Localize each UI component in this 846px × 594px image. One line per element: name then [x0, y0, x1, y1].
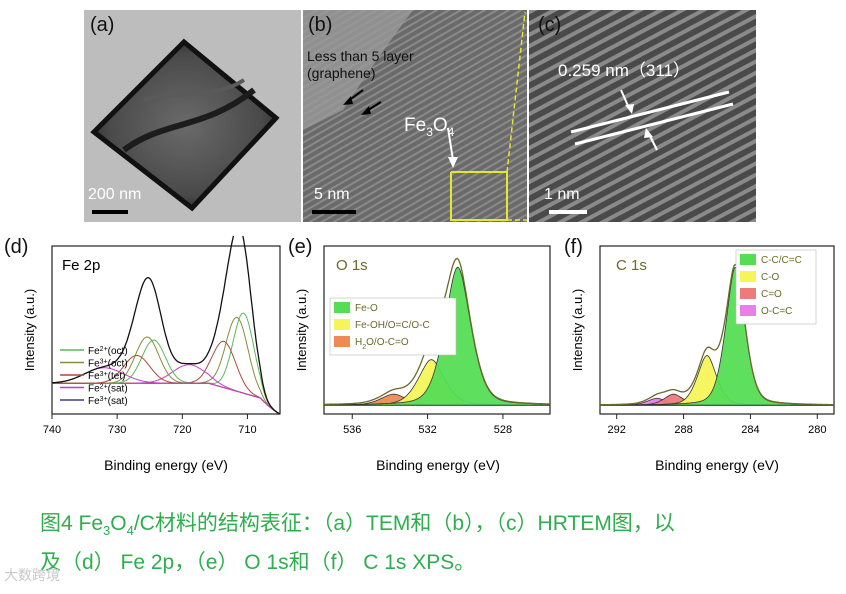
- fe-component-curve: [52, 316, 280, 414]
- legend-label: Fe3+(oct): [88, 358, 128, 370]
- chart-e-curves: [323, 257, 551, 406]
- scale-bar-c: [549, 210, 587, 214]
- x-tick-label: 536: [343, 424, 361, 436]
- x-tick-label: 532: [418, 424, 436, 436]
- scale-bar-a: [92, 210, 128, 214]
- figure-caption: 图4 Fe3O4/C材料的结构表征：（a）TEM和（b），（c）HRTEM图，以…: [40, 508, 840, 579]
- chart-f-x-ticks: 292 288 284 280: [608, 414, 826, 436]
- x-tick-label: 284: [741, 424, 759, 436]
- legend-label: C=O: [761, 289, 782, 300]
- x-tick-label: 528: [494, 424, 512, 436]
- chart-d-title: Fe 2p: [62, 257, 100, 274]
- tem-image-c: [529, 10, 756, 222]
- fe-component-curve: [52, 340, 280, 414]
- panel-label-a: (a): [90, 14, 115, 36]
- chart-e-frame: [323, 245, 551, 415]
- envelope-curve: [600, 263, 834, 406]
- chart-d-legend: Fe2+(oct)Fe3+(oct)Fe3+(tet)Fe2+(sat)Fe3+…: [60, 346, 128, 408]
- panel-label-f: (f): [564, 236, 583, 258]
- graphene-note-line2: (graphene): [307, 65, 376, 81]
- graphene-note-line1: Less than 5 layer: [307, 48, 414, 64]
- fe-component-curve: [52, 312, 280, 414]
- watermark: 大数跨境: [4, 567, 60, 583]
- chart-d-ylabel: Intensity (a.u.): [22, 289, 37, 371]
- panel-label-c: (c): [538, 14, 562, 36]
- chart-e-title: O 1s: [336, 257, 368, 274]
- legend-label: C-C/C=C: [761, 255, 802, 266]
- tem-image-b: [303, 10, 527, 222]
- fe-component-curve: [52, 336, 280, 414]
- legend-swatch: [740, 271, 756, 282]
- chart-e-xlabel: Binding energy (eV): [376, 457, 500, 473]
- legend-swatch: [740, 254, 756, 265]
- chart-d-curves: [51, 236, 281, 415]
- legend-label: Fe-O: [355, 303, 378, 314]
- tem-c-graphic: [529, 10, 756, 222]
- legend-label: Fe2+(oct): [88, 346, 128, 358]
- panel-label-e: (e): [288, 236, 313, 258]
- scale-text-b: 5 nm: [314, 186, 350, 203]
- chart-f-xlabel: Binding energy (eV): [655, 457, 779, 473]
- chart-f-title: C 1s: [616, 257, 647, 274]
- legend-swatch: [334, 302, 350, 313]
- x-tick-label: 710: [238, 424, 256, 436]
- fe3o4-label: Fe3O4: [404, 115, 455, 139]
- chart-e-x-ticks: 536 532 528: [343, 414, 512, 436]
- chart-o1s: 536 532 528 Fe-O Fe-OH/O=C/O-C H2O/O-C=O O 1…: [294, 245, 551, 473]
- chart-d-xlabel: Binding energy (eV): [104, 457, 228, 473]
- legend-swatch: [334, 336, 350, 347]
- chart-f-curves: [599, 263, 835, 406]
- chart-e-legend: Fe-O Fe-OH/O=C/O-C H2O/O-C=O: [329, 297, 457, 356]
- legend-label: C-O: [761, 272, 780, 283]
- tem-image-a: [84, 10, 301, 222]
- scale-text-a: 200 nm: [88, 186, 142, 203]
- x-tick-label: 280: [808, 424, 826, 436]
- panel-label-d: (d): [4, 236, 29, 258]
- legend-label: Fe3+(tet): [88, 371, 125, 383]
- chart-d-frame: [51, 245, 281, 415]
- x-tick-label: 288: [674, 424, 692, 436]
- lattice-spacing-label: 0.259 nm（311）: [558, 61, 690, 80]
- chart-fe2p: 740 730 720 710 Fe2+(oct)Fe3+(oct)Fe3+(tet)…: [22, 236, 281, 473]
- caption-line2: 及（d） Fe 2p，（e） O 1s和（f） C 1s XPS。: [40, 551, 476, 575]
- legend-swatch: [740, 288, 756, 299]
- chart-c1s: 292 288 284 280 C-C/C=C C-O C=O O-C=C C 1s Bin…: [570, 245, 835, 473]
- legend-label: O-C=C: [761, 306, 792, 317]
- legend-label: Fe-OH/O=C/O-C: [355, 320, 430, 331]
- chart-f-ylabel: Intensity (a.u.): [570, 289, 585, 371]
- caption-line1: 图4 Fe3O4/C材料的结构表征：（a）TEM和（b），（c）HRTEM图，以: [40, 512, 675, 539]
- legend-label: H2O/O-C=O: [355, 337, 409, 351]
- legend-swatch: [740, 305, 756, 316]
- tem-a-graphic: [84, 10, 301, 222]
- panel-label-b: (b): [308, 14, 333, 36]
- graphene-note: Less than 5 layer (graphene): [307, 48, 414, 82]
- legend-box: [329, 297, 457, 356]
- scale-text-c: 1 nm: [544, 186, 580, 203]
- x-tick-label: 292: [608, 424, 626, 436]
- tem-b-graphic: [303, 10, 527, 222]
- x-tick-label: 720: [173, 424, 191, 436]
- chart-f-frame: [599, 245, 835, 415]
- x-tick-label: 740: [43, 424, 61, 436]
- legend-label: Fe2+(sat): [88, 383, 128, 395]
- x-tick-label: 730: [108, 424, 126, 436]
- legend-label: Fe3+(sat): [88, 396, 128, 408]
- fe-component-curve: [52, 355, 280, 414]
- chart-d-x-ticks: 740 730 720 710: [43, 414, 257, 436]
- fe-component-curve: [51, 367, 280, 414]
- fe-component-curve: [52, 364, 280, 414]
- scale-bar-b: [312, 210, 356, 214]
- fe-envelope-curve: [51, 236, 281, 415]
- legend-swatch: [334, 319, 350, 330]
- chart-f-legend: C-C/C=C C-O C=O O-C=C: [735, 249, 817, 325]
- chart-e-ylabel: Intensity (a.u.): [294, 289, 309, 371]
